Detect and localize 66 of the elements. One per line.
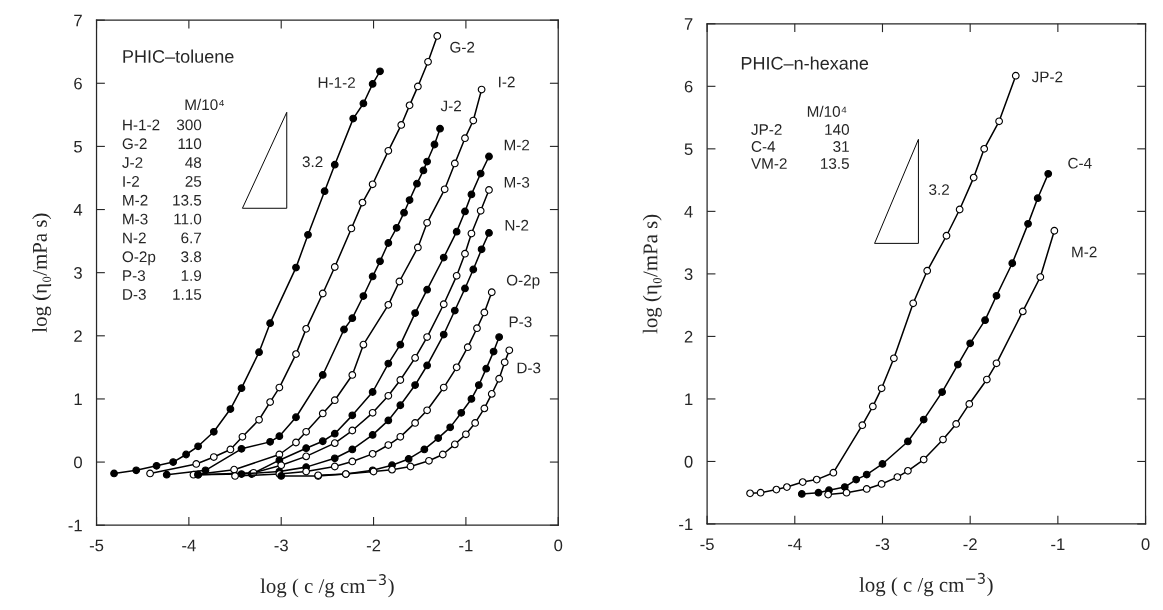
series-label: N-2 (505, 219, 529, 231)
annotation: PHIC–n-hexane (741, 56, 869, 70)
series-label: C-4 (1068, 157, 1092, 169)
y-axis-title: log (η₀/mPa s) (642, 214, 662, 334)
x-tick-label: 0 (554, 539, 563, 552)
y-tick-label: 5 (74, 140, 82, 153)
x-axis-title: log ( c /g cm$^{−3}$) (260, 574, 394, 598)
series-label: O-2p (506, 274, 540, 289)
series-label: J-2 (440, 100, 461, 112)
annotation: M/10⁴ (807, 105, 847, 117)
series-label: M-2 (504, 139, 530, 151)
y-tick-label: 4 (684, 205, 693, 218)
text: M-3 11.0 (123, 213, 202, 225)
y-tick-label: 7 (684, 18, 693, 30)
text: O-2p 3.8 (122, 251, 202, 266)
series-label: I-2 (499, 76, 515, 88)
text: N-2 6.7 (123, 232, 202, 244)
x-tick-label: -1 (459, 539, 473, 552)
x-tick-label: -3 (274, 539, 288, 552)
x-tick-label: -1 (1051, 538, 1065, 550)
text: JP-2 140 (751, 124, 850, 135)
x-tick-label: -5 (89, 539, 104, 552)
annotation: M/10⁴ (185, 98, 225, 111)
annotation: H-1-2 300 (123, 119, 202, 131)
series-label: M-2 (1072, 246, 1097, 258)
text: VM-2 13.5 (751, 158, 849, 169)
text: D-3 1.15 (123, 289, 202, 300)
series-label: M-3 (504, 176, 530, 188)
y-tick-label: 7 (74, 14, 82, 27)
text: J-2 48 (122, 157, 202, 168)
y-tick-label: 5 (684, 143, 693, 156)
x-tick-label: -5 (700, 538, 714, 551)
y-tick-label: 4 (73, 204, 83, 216)
x-tick-label: -4 (788, 538, 802, 550)
x-tick-label: -2 (963, 538, 977, 550)
y-tick-label: -1 (679, 518, 693, 531)
y-axis-title: log (η₀/mPa s) (32, 213, 52, 333)
x-tick-label: -2 (366, 539, 381, 552)
x-tick-label: 0 (1141, 538, 1150, 551)
series-label: G-2 (450, 41, 475, 53)
y-tick-label: 0 (684, 455, 693, 468)
annotation: 3.2 (302, 156, 323, 168)
x-tick-label: -3 (875, 538, 890, 551)
text: P-3 1.9 (123, 270, 202, 282)
y-tick-label: 6 (684, 80, 693, 93)
y-tick-label: -1 (68, 519, 82, 532)
y-tick-label: 2 (74, 330, 82, 342)
series-label: D-3 (517, 362, 541, 374)
series-label: H-1-2 (318, 77, 355, 88)
series-label: P-3 (509, 316, 532, 328)
y-tick-label: 3 (74, 267, 82, 279)
y-tick-label: 2 (684, 330, 693, 343)
x-axis-title: log ( c /g cm$^{−3}$) (859, 572, 993, 597)
series-label: JP-2 (1031, 71, 1063, 83)
y-tick-label: 0 (74, 456, 82, 469)
text: G-2 110 (122, 138, 202, 150)
text: I-2 25 (123, 176, 202, 187)
x-tick-label: -4 (182, 539, 196, 552)
y-tick-label: 6 (74, 77, 82, 90)
annotation: PHIC–toluene (123, 49, 234, 63)
text: M-2 13.5 (123, 194, 202, 206)
text: C-4 31 (751, 141, 849, 152)
y-tick-label: 1 (685, 393, 693, 405)
annotation: 3.2 (929, 184, 949, 195)
y-tick-label: 3 (684, 268, 693, 281)
y-tick-label: 1 (74, 393, 82, 405)
